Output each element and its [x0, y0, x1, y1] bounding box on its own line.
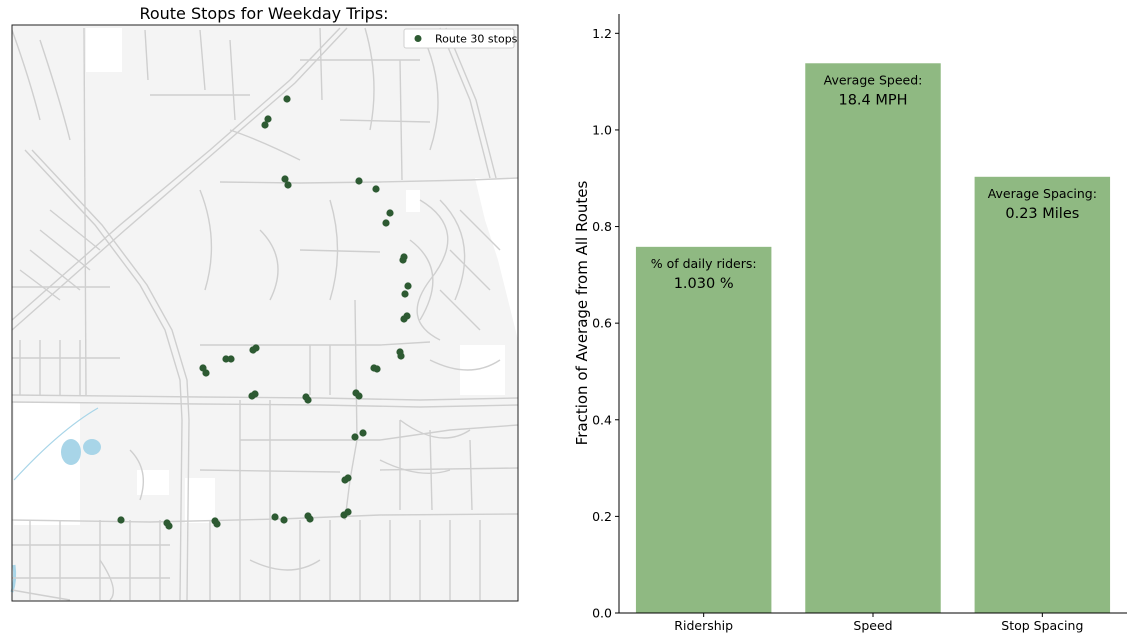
bar-annotation-value: 18.4 MPH [838, 92, 907, 108]
legend-label: Route 30 stops [435, 33, 518, 46]
bar-chart: Fraction of Average from All Routes 0.00… [573, 14, 1127, 633]
map-legend: Route 30 stops [403, 28, 518, 49]
route-stop [401, 290, 409, 298]
route-stop [165, 522, 173, 530]
y-tick-label: 1.2 [592, 26, 612, 41]
y-tick-label: 1.0 [592, 122, 612, 137]
route-stop [355, 392, 363, 400]
route-stop [359, 429, 367, 437]
x-tick-label: Ridership [674, 618, 733, 633]
route-stop [202, 369, 210, 377]
route-stop [351, 433, 359, 441]
route-stop [227, 355, 235, 363]
unmapped-areas [14, 28, 518, 525]
map-title: Route Stops for Weekday Trips: [139, 4, 388, 23]
route-stop [404, 282, 412, 290]
route-stop [264, 115, 272, 123]
route-map: Route Stops for Weekday Trips: [10, 4, 519, 602]
bar-speed [805, 63, 941, 613]
bar-annotation-label: % of daily riders: [651, 256, 757, 271]
map-background [12, 25, 518, 601]
route-stop [117, 516, 125, 524]
route-stop [400, 315, 408, 323]
x-axis-ticks: Ridership Speed Stop Spacing [674, 613, 1083, 633]
bar-annotation-label: Average Spacing: [988, 186, 1097, 201]
route-stops [117, 95, 412, 530]
streets [11, 27, 519, 601]
y-tick-label: 0.6 [592, 316, 612, 331]
route-stop [386, 209, 394, 217]
route-stop [382, 219, 390, 227]
water-features [10, 407, 101, 593]
route-stop [280, 516, 288, 524]
y-axis-ticks: 0.0 0.2 0.4 0.6 0.8 1.0 1.2 [592, 26, 619, 621]
y-tick-label: 0.2 [592, 509, 612, 524]
map-area: Route 30 stops [10, 24, 519, 602]
route-stop [397, 352, 405, 360]
y-tick-label: 0.4 [592, 412, 612, 427]
x-tick-label: Speed [853, 618, 892, 633]
map-frame [11, 24, 519, 602]
x-tick-label: Stop Spacing [1001, 618, 1083, 633]
route-stop [373, 365, 381, 373]
route-stop [283, 95, 291, 103]
route-stop [372, 185, 380, 193]
bar-ridership [635, 246, 772, 613]
y-tick-label: 0.8 [592, 219, 612, 234]
route-stop [252, 344, 260, 352]
route-stop [271, 513, 279, 521]
route-stop [355, 177, 363, 185]
route-stop [213, 520, 221, 528]
legend-box [403, 28, 515, 49]
route-stop [222, 355, 230, 363]
route-stop [261, 121, 269, 129]
route-stop [306, 515, 314, 523]
y-tick-label: 0.0 [592, 606, 612, 621]
route-stop [344, 508, 352, 516]
bar-annotation-value: 0.23 Miles [1005, 206, 1079, 222]
bar-annotation-label: Average Speed: [824, 72, 923, 87]
route-stop [399, 256, 407, 264]
bar-annotation-value: 1.030 % [674, 276, 734, 292]
legend-marker [414, 35, 422, 42]
bar-stop-spacing [974, 176, 1111, 614]
y-axis-label: Fraction of Average from All Routes [573, 181, 591, 446]
route-stop [344, 474, 352, 482]
route-stop [284, 181, 292, 189]
route-stop [281, 175, 289, 183]
bars: % of daily riders: 1.030 % Average Speed: 1… [635, 63, 1111, 614]
route-stop [251, 390, 259, 398]
route-stop [304, 396, 312, 404]
